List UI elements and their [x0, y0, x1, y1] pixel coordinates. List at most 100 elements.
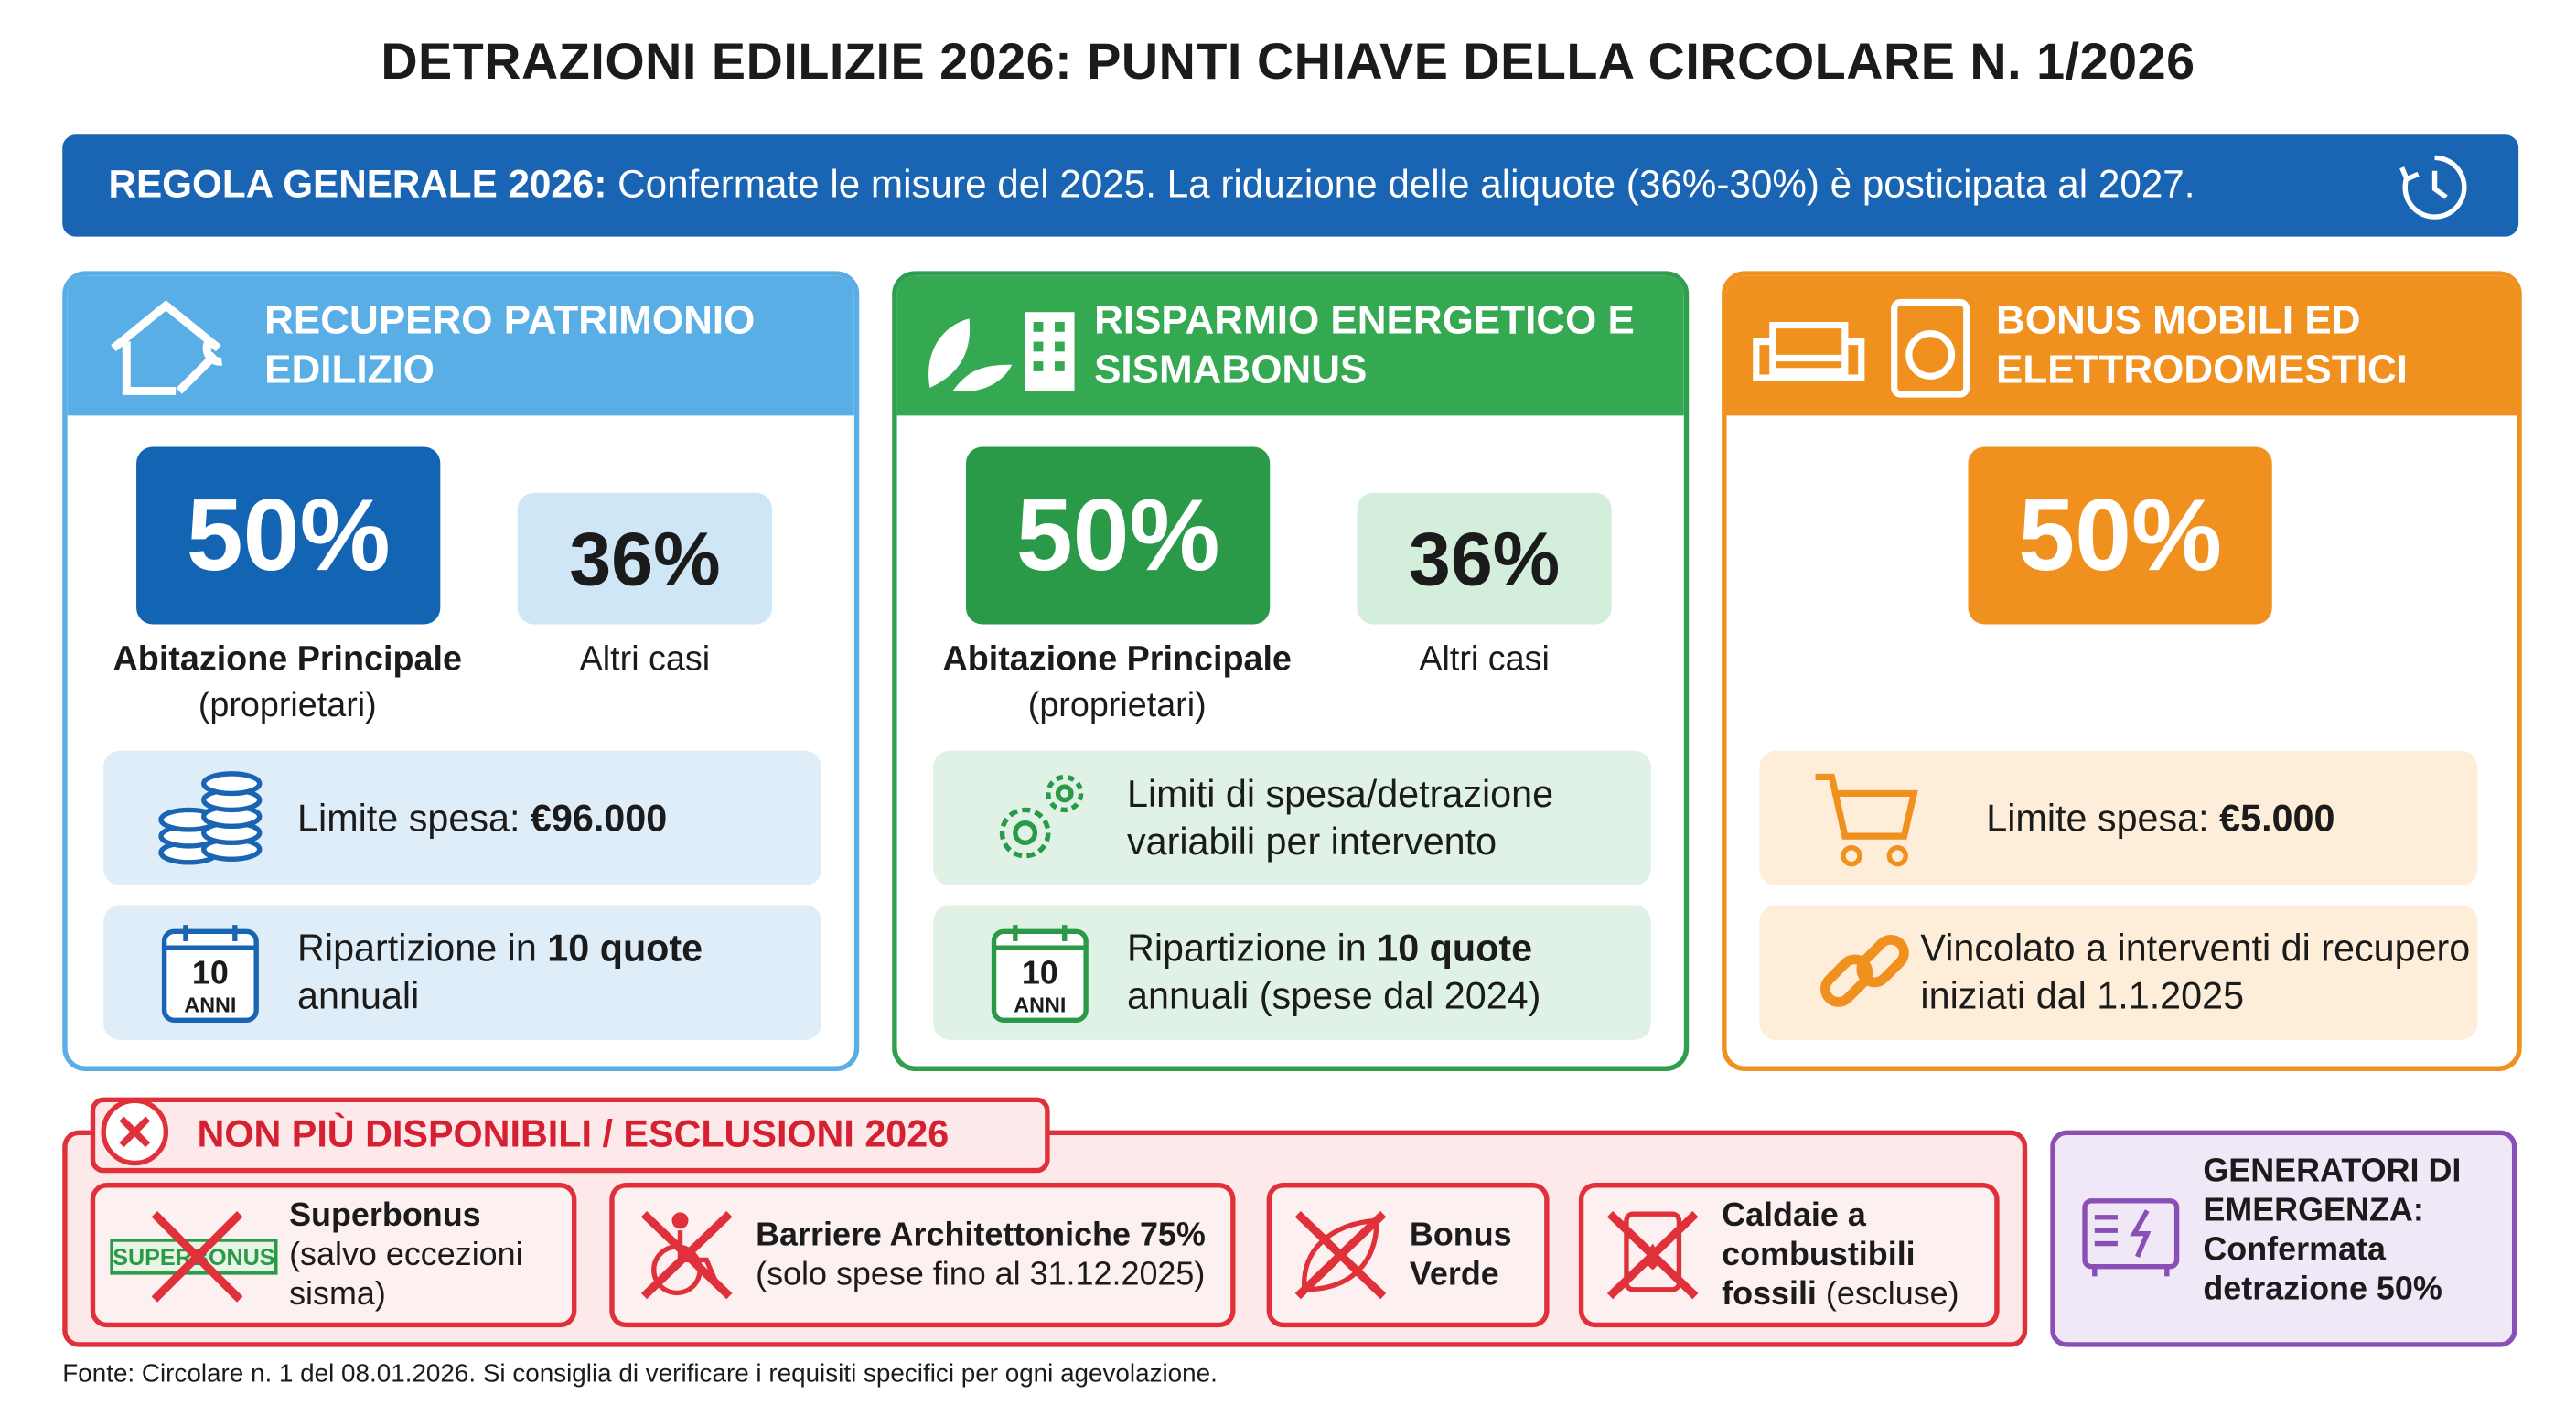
block: Caldaie a combustibili fossili (escluse) [1722, 1196, 1992, 1314]
banner: REGOLA GENERALE 2026: Confermate le misu… [62, 134, 2519, 237]
text: Barriere Architettoniche 75% [756, 1217, 1206, 1254]
shape [111, 300, 221, 352]
text: Superbonus [289, 1197, 481, 1234]
block: Barriere Architettoniche 75% (solo spese … [756, 1187, 1224, 1322]
main-label: Abitazione Principale [942, 640, 1292, 679]
text: annuali [297, 973, 420, 1017]
info-item: 10 ANNI Ripartizione in 10 quote annuali … [933, 905, 1651, 1040]
block: Abitazione Principale (proprietari) [897, 638, 1337, 730]
wheelchair-icon [640, 1210, 733, 1300]
generators-box: GENERATORI DI EMERGENZA: Confermata detr… [2050, 1130, 2517, 1347]
cart-icon [1815, 773, 1918, 867]
leaf-icon [1294, 1210, 1387, 1300]
block: Altri casi [1357, 638, 1611, 683]
shape [2431, 170, 2448, 199]
shape [671, 1212, 689, 1229]
block: Barriere Architettoniche 75% (solo spese … [756, 1216, 1206, 1294]
shape [991, 928, 1089, 1023]
shape [1046, 774, 1084, 813]
shape [1294, 1210, 1387, 1300]
block: Limiti di spesa/detrazione variabili per… [1127, 751, 1637, 885]
alt-label: Altri casi [579, 640, 711, 679]
shape [1013, 820, 1038, 846]
banner-label: REGOLA GENERALE 2026: [108, 162, 607, 206]
card: RECUPERO PATRIMONIO EDILIZIO 50% 36% Abi… [62, 271, 860, 1071]
text: Limite spesa: [297, 796, 531, 839]
card-title: RECUPERO PATRIMONIO EDILIZIO [264, 298, 756, 393]
clock-icon [2399, 155, 2467, 220]
card-title: BONUS MOBILI ED ELETTRODOMESTICI [1996, 298, 2408, 393]
shape [2130, 1209, 2152, 1258]
block: Vincolato a interventi di recupero inizi… [1920, 906, 2471, 1040]
text: Bonus Verde [1409, 1217, 1512, 1293]
card: BONUS MOBILI ED ELETTRODOMESTICI 50% Lim… [1722, 271, 2522, 1071]
text: Limiti di spesa/detrazione variabili per… [1127, 772, 1554, 863]
exclusions-title: NON PIÙ DISPONIBILI / ESCLUSIONI 2026 [197, 1111, 950, 1155]
text: Limite spesa: [1986, 796, 2220, 839]
exclusion-item: Caldaie a combustibili fossili (escluse) [1578, 1183, 2000, 1328]
shape [119, 1116, 151, 1148]
shape [1054, 322, 1065, 332]
shape [993, 925, 1087, 950]
exclusion-item: SUPERBONUS Superbonus(salvo eccezioni si… [90, 1183, 577, 1328]
gears-icon [999, 774, 1084, 859]
text: annuali (spese dal 2024) [1127, 973, 1541, 1017]
block: Superbonus (salvo eccezioni sisma) [289, 1187, 568, 1322]
text: 10 quote [1377, 926, 1533, 970]
text: Caldaie a combustibili fossili [1722, 1197, 1916, 1313]
exclusion-item: Bonus Verde [1266, 1183, 1550, 1328]
shape [1033, 322, 1044, 332]
text: 10 [1022, 954, 1058, 992]
shape [1025, 312, 1075, 391]
title: DETRAZIONI EDILIZIE 2026: PUNTI CHIAVE D… [381, 32, 2195, 91]
shape [640, 1210, 733, 1300]
text: 10 quote [547, 926, 703, 970]
exclusions-tab: NON PIÙ DISPONIBILI / ESCLUSIONI 2026 [90, 1097, 1050, 1174]
house-icon [111, 300, 223, 395]
shape [2399, 166, 2420, 183]
shape [1033, 341, 1044, 352]
shape [1905, 329, 1956, 380]
shape [1841, 845, 1862, 867]
card-title: RISPARMIO ENERGETICO E SISMABONUS [1094, 298, 1635, 393]
shape [928, 318, 1013, 392]
shape [2092, 1266, 2170, 1277]
leaf-building-icon [928, 312, 1075, 392]
coins-icon [158, 771, 263, 865]
furniture-icon [1753, 298, 1970, 398]
shape [999, 774, 1084, 859]
shape [161, 928, 259, 1023]
block: Ripartizione in 10 quote annuali (spese … [1127, 906, 1637, 1040]
text: Vincolato a interventi di recupero inizi… [1920, 926, 2471, 1017]
alt-rate: 36% [517, 492, 773, 625]
block: Limite spesa: €5.000 [1986, 751, 2496, 885]
shape [1033, 361, 1044, 371]
info-item: Limite spesa: €96.000 [103, 750, 821, 886]
text: ANNI [184, 992, 236, 1016]
generator-icon [2082, 1198, 2180, 1277]
shape [1033, 322, 1065, 371]
shape [158, 771, 263, 865]
shape [1753, 322, 1865, 381]
exclusion-item: Barriere Architettoniche 75% (solo spese … [609, 1183, 1236, 1328]
source-note: Fonte: Circolare n. 1 del 08.01.2026. Si… [62, 1360, 1218, 1389]
text: €96.000 [530, 796, 668, 839]
block: Ripartizione in 10 quote annuali [297, 906, 807, 1040]
alt-label: Altri casi [1419, 640, 1550, 679]
shape [999, 807, 1051, 859]
block: Altri casi [518, 638, 772, 683]
main-label: Abitazione Principale [113, 640, 462, 679]
main-note: (proprietari) [198, 686, 377, 725]
main-rate: 50% [1968, 446, 2272, 625]
shape [151, 1211, 243, 1303]
shape [1886, 845, 1908, 867]
generators-text: GENERATORI DI EMERGENZA: Confermata detr… [2203, 1153, 2462, 1308]
shape [1891, 298, 1970, 398]
text: 10 [192, 954, 229, 992]
shape [1624, 1211, 1682, 1292]
card: RISPARMIO ENERGETICO E SISMABONUS 50% 36… [892, 271, 1690, 1071]
